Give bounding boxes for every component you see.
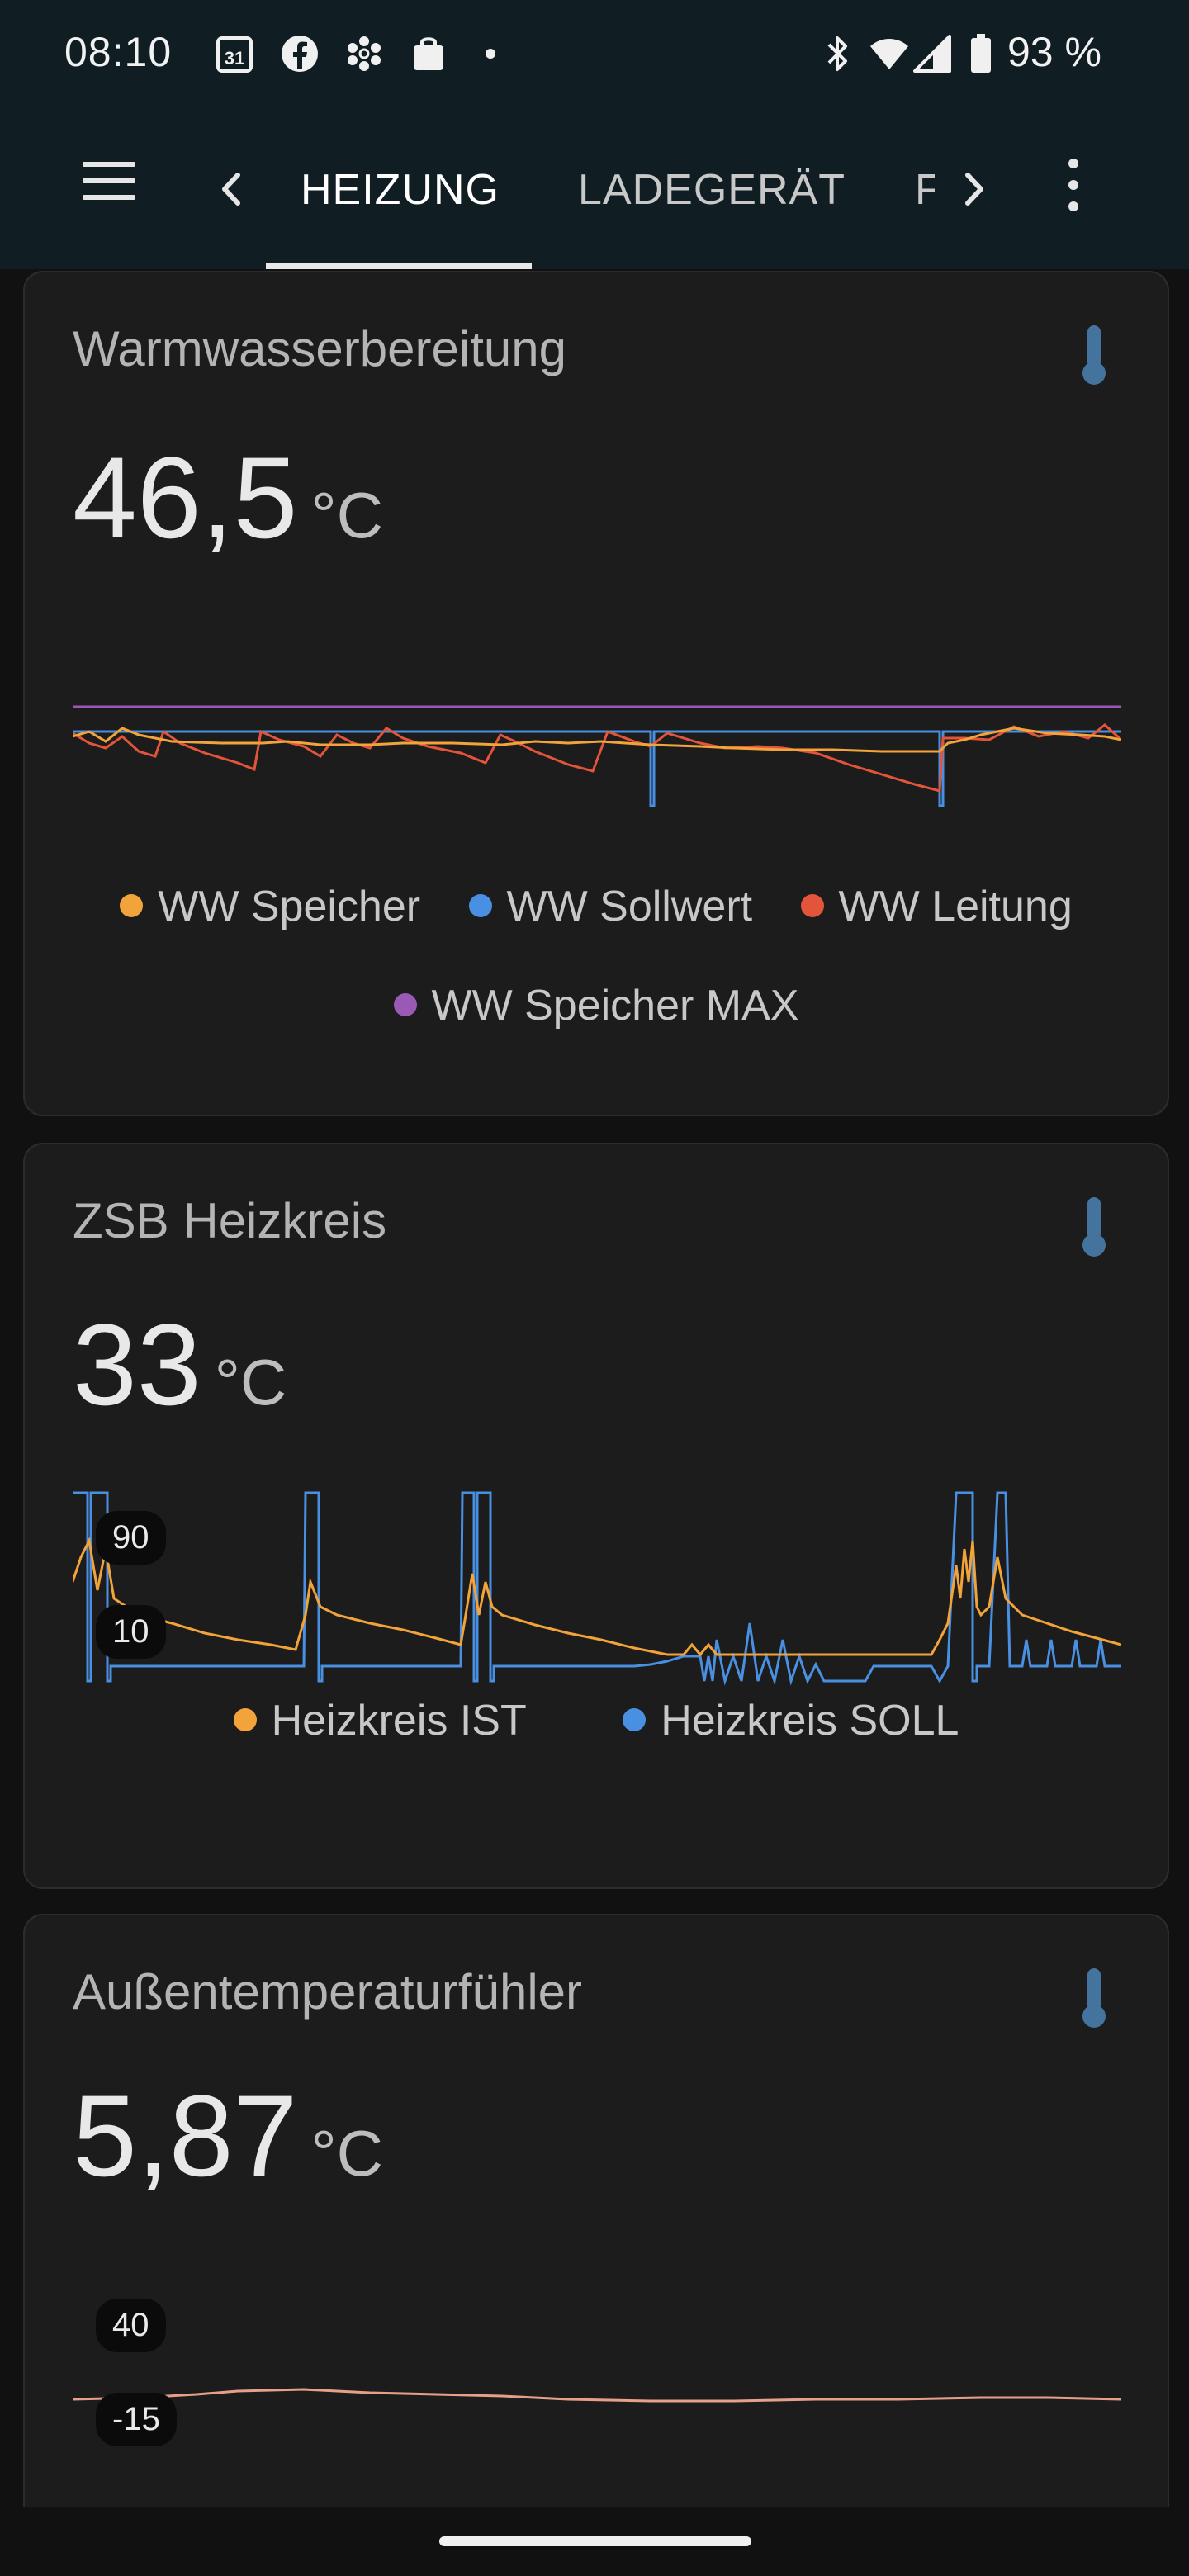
- series-heizkreis-soll: [73, 1491, 1121, 1686]
- sensor-value: 46,5 °C: [73, 431, 383, 565]
- series-aussentemperatur: [73, 2388, 1121, 2403]
- sensor-value: 5,87 °C: [73, 2069, 383, 2203]
- status-bar: 08:10 31: [0, 0, 1189, 107]
- sensor-value: 33 °C: [73, 1298, 287, 1432]
- value-unit: °C: [310, 479, 384, 552]
- legend-item[interactable]: WW Speicher MAX: [393, 981, 799, 1030]
- fan-icon: [348, 36, 381, 71]
- card-title: Außentemperaturfühler: [73, 1964, 582, 2020]
- home-gesture-handle[interactable]: [439, 2536, 751, 2546]
- legend-item[interactable]: Heizkreis SOLL: [623, 1696, 959, 1745]
- menu-button[interactable]: [83, 162, 140, 211]
- legend-dot: [120, 894, 144, 918]
- tab-next-partial[interactable]: F: [915, 166, 935, 214]
- legend-label: Heizkreis IST: [271, 1697, 527, 1745]
- wifi-icon: [870, 39, 908, 69]
- legend-dot: [800, 894, 824, 918]
- tab-bar: HEIZUNG LADEGERÄT F: [266, 132, 935, 269]
- chart-legend: Heizkreis IST Heizkreis SOLL: [25, 1696, 1168, 1745]
- history-chart[interactable]: [73, 661, 1121, 826]
- active-tab-indicator: [266, 263, 532, 269]
- tab-ladegeraet[interactable]: LADEGERÄT: [578, 166, 846, 214]
- overflow-menu-button[interactable]: [1057, 159, 1090, 221]
- history-chart[interactable]: [73, 1491, 1121, 1698]
- calendar-icon: 31: [216, 36, 253, 73]
- legend-item[interactable]: WW Sollwert: [468, 882, 753, 931]
- card-title: ZSB Heizkreis: [73, 1193, 387, 1248]
- legend-label: Heizkreis SOLL: [661, 1697, 959, 1745]
- battery-icon: [971, 34, 991, 73]
- series-heizkreis-ist: [73, 1537, 1121, 1657]
- tab-scroll-right-icon[interactable]: [950, 160, 999, 218]
- legend-item[interactable]: WW Speicher: [120, 882, 420, 931]
- status-time: 08:10: [64, 29, 173, 75]
- legend-dot: [393, 993, 417, 1017]
- thermometer-icon: [1082, 1197, 1106, 1257]
- tab-scroll-left-icon[interactable]: [206, 160, 256, 218]
- sensor-card-aussentemperatur[interactable]: Außentemperaturfühler 5,87 °C 40 -15: [23, 1914, 1169, 2545]
- legend-label: WW Sollwert: [506, 883, 753, 930]
- sensor-card-warmwasser[interactable]: Warmwasserbereitung 46,5 °C WW Speicher W…: [23, 271, 1169, 1116]
- legend-label: WW Speicher MAX: [431, 982, 799, 1030]
- shopping-bag-icon: [414, 37, 443, 70]
- value-number: 5,87: [73, 2071, 298, 2200]
- y-axis-min-label: 10: [96, 1605, 166, 1659]
- legend-label: WW Leitung: [838, 883, 1073, 930]
- sensor-card-zsb-heizkreis[interactable]: ZSB Heizkreis 33 °C 90 10 Heizkreis IST H…: [23, 1143, 1169, 1889]
- legend-dot: [233, 1708, 257, 1732]
- history-chart[interactable]: [73, 2361, 1121, 2427]
- legend-label: WW Speicher: [158, 883, 421, 930]
- legend-item[interactable]: Heizkreis IST: [233, 1696, 527, 1745]
- bluetooth-icon: [827, 36, 847, 71]
- value-unit: °C: [214, 1346, 287, 1418]
- legend-item[interactable]: WW Leitung: [800, 882, 1073, 931]
- y-axis-max-label: 40: [96, 2299, 166, 2352]
- value-number: 33: [73, 1300, 201, 1429]
- facebook-icon: [282, 36, 318, 72]
- chart-legend: WW Speicher WW Sollwert WW Leitung: [25, 882, 1168, 931]
- value-unit: °C: [310, 2117, 384, 2190]
- tab-heizung[interactable]: HEIZUNG: [301, 166, 500, 214]
- battery-percent: 93 %: [1007, 29, 1101, 75]
- app-header: 08:10 31: [0, 0, 1189, 269]
- thermometer-icon: [1082, 1968, 1106, 2028]
- thermometer-icon: [1082, 325, 1106, 385]
- y-axis-min-label: -15: [96, 2393, 177, 2446]
- series-ww-speicher: [73, 727, 1121, 753]
- series-ww-leitung: [73, 723, 1121, 793]
- dot-icon: [486, 49, 495, 59]
- calendar-day: 31: [225, 48, 244, 69]
- series-ww-sollwert: [73, 730, 1121, 807]
- y-axis-max-label: 90: [96, 1511, 166, 1565]
- chart-legend-row2: WW Speicher MAX: [25, 981, 1168, 1030]
- legend-dot: [623, 1708, 647, 1732]
- card-title: Warmwasserbereitung: [73, 321, 566, 376]
- value-number: 46,5: [73, 433, 298, 562]
- legend-dot: [468, 894, 492, 918]
- signal-icon: [913, 35, 951, 73]
